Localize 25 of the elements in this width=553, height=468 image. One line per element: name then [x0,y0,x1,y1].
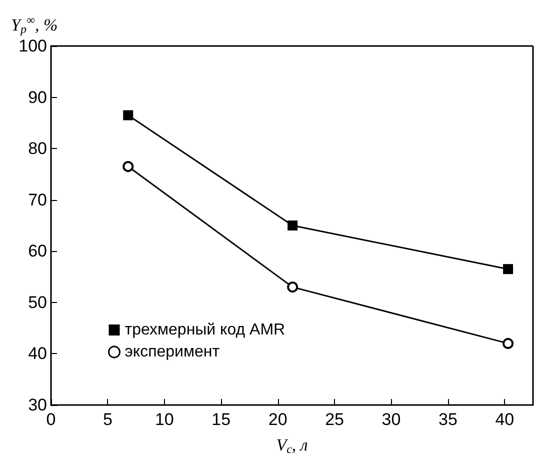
point [123,110,134,120]
y-tick-label: 100 [18,36,47,56]
x-tick-label: 25 [325,410,344,429]
y-tick-label: 30 [28,396,47,414]
x-tick-label: 5 [102,410,112,429]
x-tick-label: 40 [495,410,514,429]
point [122,161,134,172]
x-tick-label: 0 [46,410,56,429]
point [288,220,298,230]
x-tick-label: 20 [268,410,288,429]
legend-label: трехмерный код AMR [124,322,286,338]
legend-label: эксперимент [124,344,220,360]
x-tick-label: 10 [154,410,174,429]
x-tick-label: 30 [382,410,401,429]
y-tick-label: 70 [28,190,47,210]
point [287,282,298,293]
x-tick-label: 15 [212,410,231,429]
y-tick-label: 50 [28,292,47,312]
y-tick-label: 90 [28,88,47,107]
y-tick-label: 80 [28,139,47,158]
point [502,338,514,349]
y-tick-label: 40 [28,344,47,364]
point [503,264,514,274]
x-tick-label: 35 [438,410,458,429]
y-tick-label: 60 [28,242,47,261]
